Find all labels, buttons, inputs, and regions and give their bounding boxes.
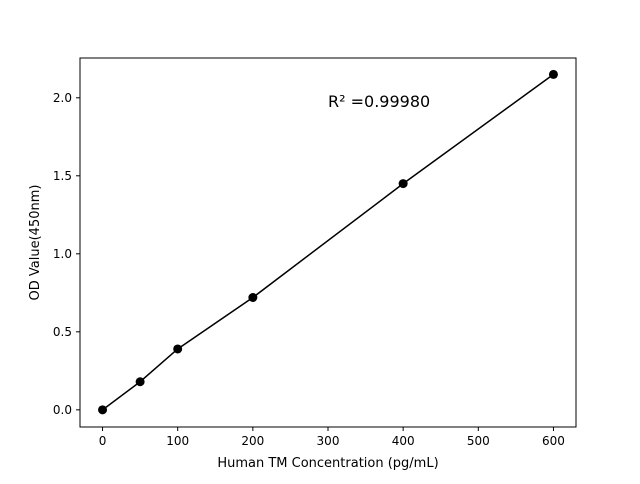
r-squared-annotation: R² =0.99980 — [328, 92, 430, 111]
data-point — [98, 405, 108, 415]
y-tick-label: 0.0 — [53, 403, 72, 417]
y-tick-label: 1.5 — [53, 169, 72, 183]
x-tick-label: 500 — [467, 434, 490, 448]
data-point — [248, 292, 258, 302]
y-axis: 0.0 0.5 1.0 1.5 2.0 — [53, 91, 80, 417]
x-tick-label: 600 — [542, 434, 565, 448]
y-tick-label: 2.0 — [53, 91, 72, 105]
x-tick-label: 300 — [317, 434, 340, 448]
series-points-group — [98, 69, 558, 415]
data-point — [548, 69, 558, 79]
x-tick-label: 0 — [99, 434, 107, 448]
y-tick-label: 0.5 — [53, 325, 72, 339]
x-tick-label: 200 — [241, 434, 264, 448]
data-point — [398, 179, 408, 189]
y-tick-label: 1.0 — [53, 247, 72, 261]
x-tick-label: 400 — [392, 434, 415, 448]
plot-frame — [79, 57, 577, 428]
x-tick-label: 100 — [166, 434, 189, 448]
data-point — [173, 344, 183, 354]
series-line — [102, 73, 554, 411]
x-axis: 0 100 200 300 400 500 600 — [99, 427, 565, 448]
data-point — [135, 377, 145, 387]
x-axis-label: Human TM Concentration (pg/mL) — [217, 456, 438, 471]
y-axis-label: OD Value(450nm) — [28, 185, 43, 301]
series-line-group — [102, 73, 554, 411]
